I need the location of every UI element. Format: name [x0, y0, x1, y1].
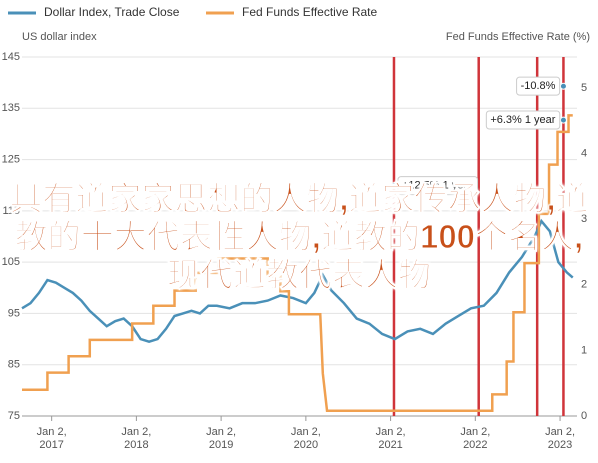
y2-tick-label: 5 — [581, 82, 587, 94]
x-tick-label: Jan 2, 2021 — [375, 426, 406, 451]
annotation-marker — [390, 182, 398, 190]
x-tick-label: Jan 2, 2022 — [460, 426, 491, 451]
x-tick-label: Jan 2, 2023 — [545, 426, 576, 451]
y2-axis-title: Fed Funds Effective Rate (%) — [446, 31, 590, 43]
y2-tick-label: 1 — [581, 344, 587, 356]
annotation-box — [397, 176, 479, 196]
annotation-marker — [559, 116, 567, 124]
y-tick-label: 85 — [8, 359, 20, 371]
legend-label: Dollar Index, Trade Close — [44, 5, 180, 19]
annotation-box — [485, 110, 561, 130]
annotation-label: +12.5% 1 year — [402, 180, 474, 192]
y-tick-label: 125 — [2, 153, 20, 165]
y-tick-label: 115 — [2, 205, 20, 217]
y-tick-label: 145 — [2, 51, 20, 63]
y2-tick-label: 2 — [581, 279, 587, 291]
annotation-box — [516, 76, 561, 96]
annotation-label: +6.3% 1 year — [490, 114, 555, 126]
plot: 75 85 95 105 115 125 135 145 0 1 2 3 4 5 +12.5% 1 year… — [2, 51, 587, 422]
annotation-marker — [559, 82, 567, 90]
annotation-label: -10.8% — [521, 80, 556, 92]
x-tick-label: Jan 2, 2018 — [121, 426, 152, 451]
y-tick-label: 75 — [8, 410, 20, 422]
y-tick-label: 135 — [2, 102, 20, 114]
y-tick-label: 105 — [2, 256, 20, 268]
y2-tick-label: 0 — [581, 410, 587, 422]
x-tick-label: Jan 2, 2019 — [206, 426, 237, 451]
y-tick-label: 95 — [8, 307, 20, 319]
x-tick-label: Jan 2, 2020 — [290, 426, 321, 451]
series-line — [21, 218, 574, 343]
series-line — [22, 114, 573, 412]
y2-tick-label: 3 — [581, 213, 587, 225]
x-tick-label: Jan 2, 2017 — [36, 426, 67, 451]
overlay-text: 具有道家家思想的人物,道家传承人物,道教的十大代表性人物,道教的100个名人,现… — [9, 180, 589, 294]
y2-tick-label: 4 — [581, 147, 587, 159]
legend-label: Fed Funds Effective Rate — [242, 5, 378, 19]
y-axis-title: US dollar index — [22, 31, 97, 43]
